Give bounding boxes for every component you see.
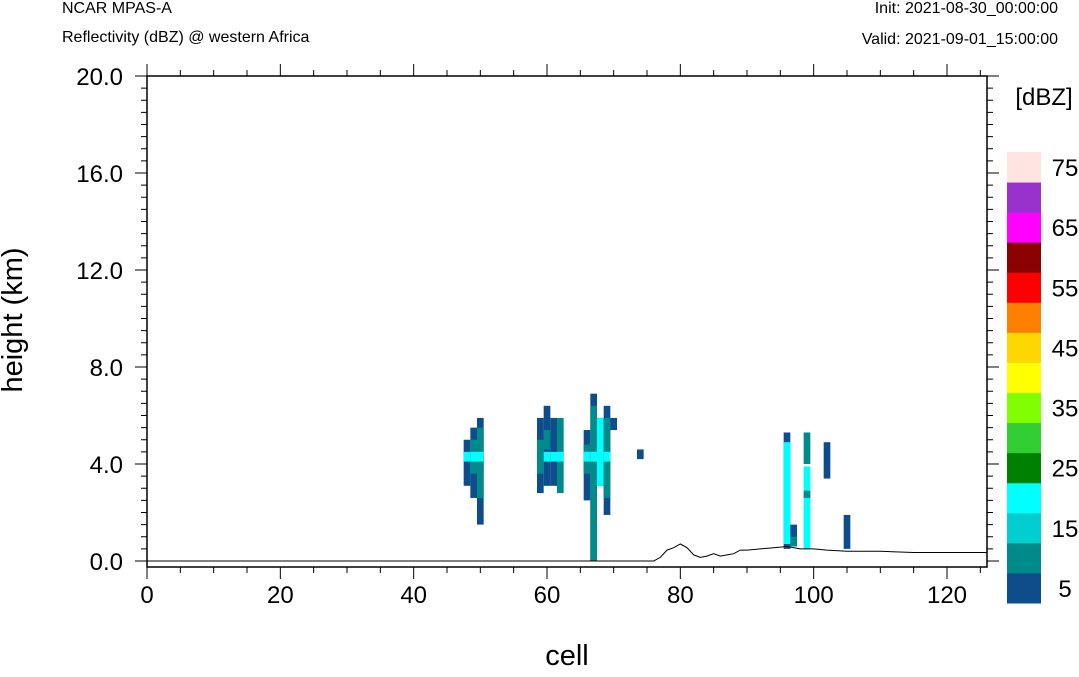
model-name: NCAR MPAS-A [62,0,172,17]
reflectivity-cell-16 [557,451,564,462]
y-axis-label: height (km) [0,247,29,392]
colorbar-tick-label-15: 15 [1052,516,1079,543]
colorbar-bin-50 [1007,272,1041,303]
reflectivity-cell-28 [610,417,617,431]
field-title: Reflectivity (dBZ) @ western Africa [62,29,310,46]
x-axis-label: cell [545,640,589,672]
reflectivity-cell-37 [823,442,831,479]
plot-border [146,75,988,568]
reflectivity-cell-29 [637,449,644,460]
init-time: Init: 2021-08-30_00:00:00 [874,0,1058,17]
colorbar-label: [dBZ] [1015,84,1072,111]
x-tick-label-0: 0 [140,582,153,609]
reflectivity-cell-33 [790,536,797,547]
x-tick-label-120: 120 [927,582,967,609]
y-tick-label-4: 16.0 [76,161,123,188]
colorbar-bin-10 [1007,512,1041,544]
colorbar-tick-label-5: 5 [1058,576,1071,603]
colorbar-tick-label-25: 25 [1052,456,1079,483]
reflectivity-cell-6 [477,427,484,498]
reflectivity-cell-0 [463,439,471,486]
colorbar-tick-label-55: 55 [1052,275,1079,302]
valid-time: Valid: 2021-09-01_15:00:00 [861,31,1058,48]
reflectivity-cells [463,393,851,561]
terrain-line [147,543,987,562]
x-tick-label-40: 40 [400,582,427,609]
colorbar-tick-label-35: 35 [1052,396,1079,423]
plot-frame [146,75,988,568]
y-tick-label-1: 4.0 [90,452,123,479]
x-tick-label-20: 20 [267,582,294,609]
reflectivity-cell-27 [603,451,611,462]
y-tick-label-2: 8.0 [90,355,123,382]
colorbar-bin-35 [1007,362,1041,394]
colorbar-bin-70 [1007,152,1041,183]
reflectivity-cell-38 [843,514,851,549]
reflectivity-cell-36 [803,490,811,498]
reflectivity-cell-14 [550,451,557,462]
colorbar-tick-label-65: 65 [1052,215,1079,242]
colorbar-bin-25 [1007,422,1041,454]
reflectivity-cell-1 [463,451,471,462]
x-tick-label-60: 60 [534,582,561,609]
reflectivity-cell-34 [803,432,811,464]
y-axis-ticks: 0.0 4.0 8.0 12.0 16.0 20.0 [76,64,999,576]
y-tick-label-5: 20.0 [76,64,123,91]
colorbar-bin-55 [1007,242,1041,273]
reflectivity-cell-35 [803,466,811,549]
x-axis-ticks: 0 20 40 60 80 100 120 [140,64,981,609]
colorbar: [dBZ] 5 15 25 35 45 55 65 75 [1007,84,1078,604]
reflectivity-cell-31 [783,442,791,545]
colorbar-bin-30 [1007,392,1041,424]
x-tick-label-80: 80 [667,582,694,609]
reflectivity-cell-32 [790,524,797,547]
colorbar-bin-60 [1007,212,1041,243]
y-tick-label-3: 12.0 [76,258,123,285]
reflectivity-cell-7 [477,451,484,462]
reflectivity-cell-4 [470,451,477,462]
colorbar-tick-label-75: 75 [1052,155,1079,182]
reflectivity-cell-11 [543,430,551,450]
reflectivity-cell-9 [537,439,544,474]
colorbar-bin-20 [1007,452,1041,484]
reflectivity-cell-19 [583,451,591,462]
colorbar-bin-5 [1007,542,1041,574]
reflectivity-cell-12 [543,451,551,462]
x-tick-label-100: 100 [794,582,834,609]
terrain-layer [147,543,987,562]
colorbar-bin-45 [1007,302,1041,333]
reflectivity-cell-21 [590,405,597,561]
colorbar-bin-40 [1007,332,1041,363]
reflectivity-cell-24 [597,417,604,486]
colorbar-tick-label-45: 45 [1052,335,1079,362]
reflectivity-cell-13 [550,417,557,486]
colorbar-bin-65 [1007,182,1041,213]
colorbar-bin-15 [1007,482,1041,514]
reflectivity-cell-22 [590,451,597,462]
y-tick-label-0: 0.0 [90,549,123,576]
colorbar-bin-0 [1007,572,1041,604]
